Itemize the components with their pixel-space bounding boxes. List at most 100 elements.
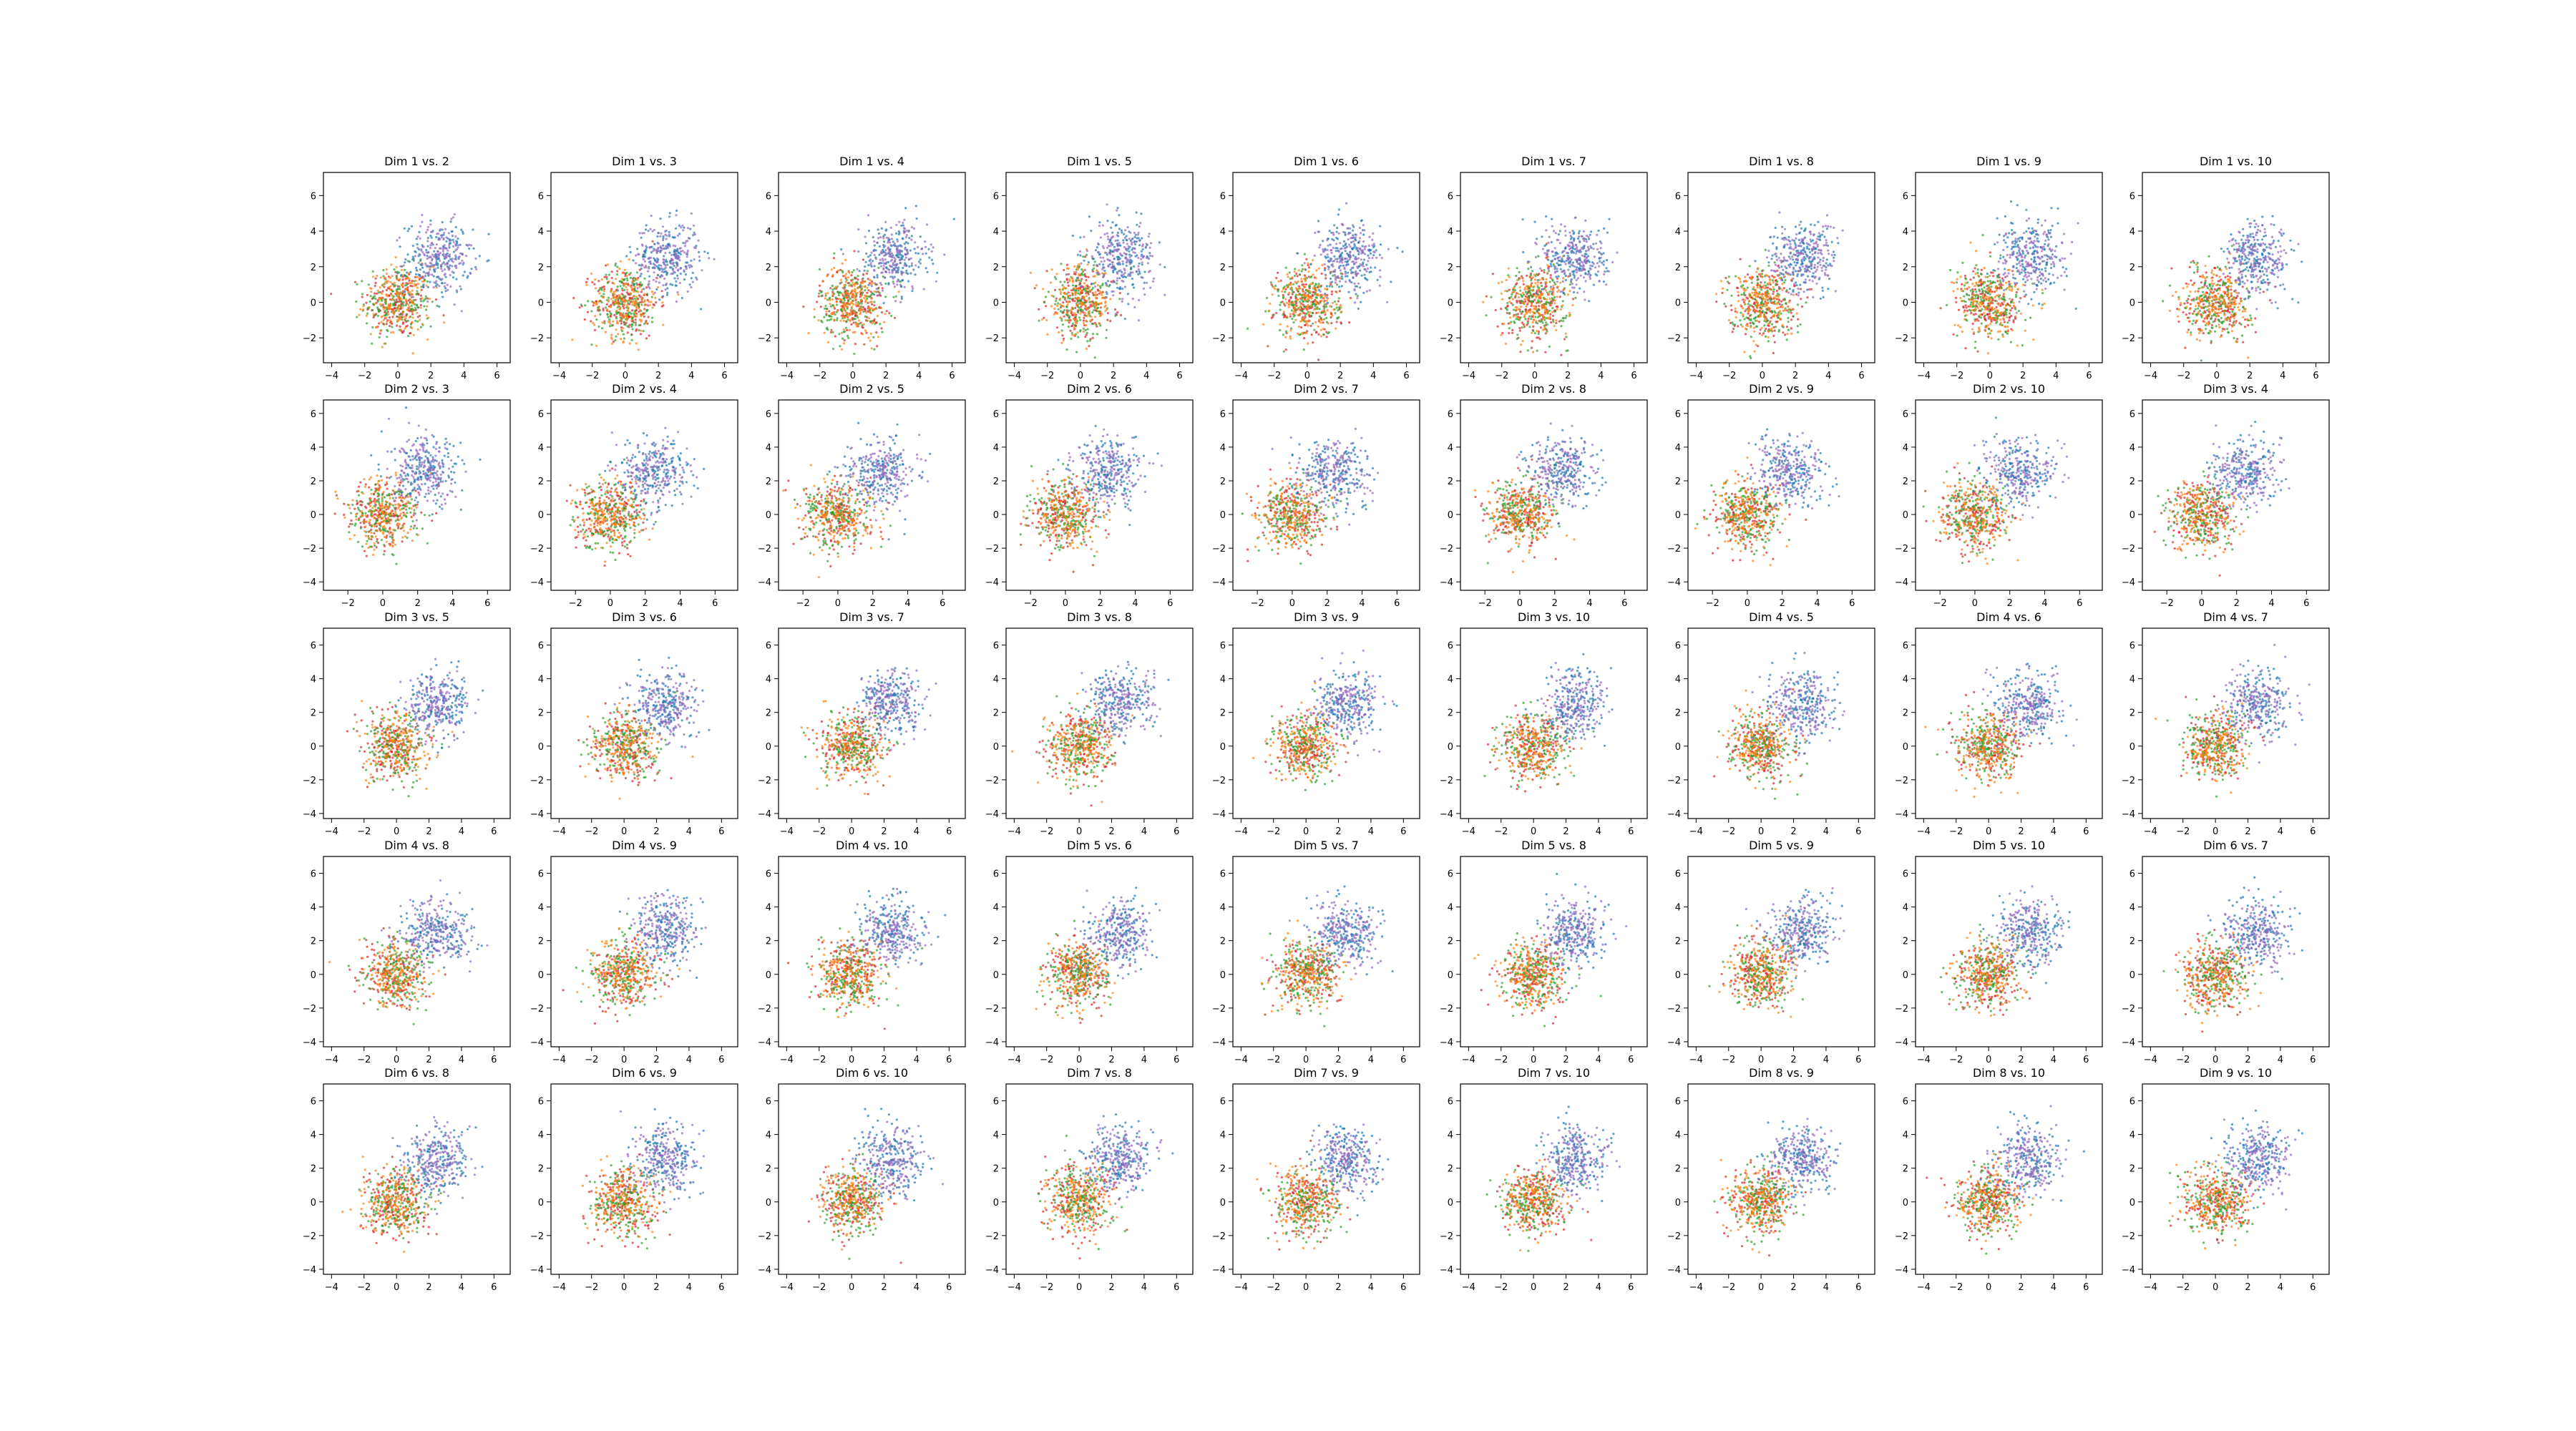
scatter-point [1537,330,1541,333]
scatter-point [643,260,647,263]
scatter-point [893,316,897,319]
scatter-point [395,265,398,268]
y-tick-label: 2 [766,263,771,273]
scatter-point [426,240,429,243]
scatter-point [1064,319,1067,322]
scatter-point [1596,274,1599,277]
scatter-point [1080,278,1083,280]
scatter-point [658,264,660,267]
scatter-point [694,247,697,250]
scatter-point [646,322,649,325]
scatter-point [1572,233,1575,235]
subplot-title: Dim 1 vs. 7 [1521,155,1586,168]
scatter-point [691,280,694,283]
scatter-point [1053,313,1055,316]
scatter-point [375,326,378,328]
scatter-point [406,313,409,316]
scatter-point [647,316,650,318]
scatter-point [851,289,854,292]
scatter-point [414,255,416,258]
scatter-point [628,258,630,261]
scatter-point [904,240,908,243]
scatter-point [452,240,455,244]
scatter-point [1529,276,1532,279]
scatter-point [1396,246,1399,250]
scatter-point [645,293,649,296]
scatter-point [1350,237,1352,240]
scatter-point [1106,235,1109,238]
scatter-point [1059,280,1062,283]
scatter-point [410,225,414,228]
scatter-point [1537,332,1540,336]
scatter-point [1083,301,1086,303]
scatter-point [888,312,891,315]
scatter-point [1065,311,1069,315]
scatter-point [400,273,403,276]
scatter-point [389,325,391,328]
scatter-point [683,278,686,281]
scatter-point [1148,270,1151,273]
subplot-title: Dim 1 vs. 4 [839,155,904,168]
scatter-point [1091,255,1093,258]
scatter-point [666,291,669,294]
scatter-point [1294,268,1297,270]
scatter-point [1319,243,1322,246]
scatter-point [440,291,444,294]
scatter-point [586,311,590,313]
scatter-point [1345,202,1348,205]
scatter-point [1298,287,1301,290]
scatter-point [1294,318,1297,321]
scatter-point [884,296,887,298]
scatter-point [419,326,423,328]
scatter-point [1322,308,1325,311]
scatter-point [687,237,691,240]
scatter-point [1545,281,1548,284]
scatter-point [1038,319,1040,322]
scatter-point [1512,315,1515,318]
scatter-point [685,268,688,270]
scatter-point [1115,223,1118,226]
scatter-point [619,338,623,341]
scatter-point [1138,298,1141,302]
scatter-point [647,257,650,260]
scatter-point [401,294,404,297]
scatter-point [859,311,862,314]
scatter-point [1082,319,1085,322]
scatter-point [909,272,912,275]
scatter-point [628,342,631,345]
scatter-point [1127,274,1130,277]
scatter-point [910,264,913,267]
scatter-point [1299,303,1302,306]
scatter-point [1330,316,1332,319]
scatter-point [882,259,884,262]
scatter-point [1099,314,1102,317]
scatter-point [686,249,690,253]
scatter-point [615,273,619,276]
scatter-point [1314,293,1317,296]
scatter-point [441,250,444,253]
scatter-point [635,306,638,309]
scatter-point [1360,301,1362,303]
scatter-point [847,318,849,321]
scatter-point [416,290,419,293]
scatter-point [1323,268,1327,272]
scatter-point [1362,265,1365,268]
scatter-point [1277,271,1279,274]
scatter-point [587,300,590,303]
scatter-point [383,285,386,288]
scatter-point [1562,320,1565,323]
scatter-point [833,311,836,313]
scatter-point [1309,263,1312,266]
scatter-point [1519,351,1522,353]
scatter-point [420,249,423,252]
scatter-point [397,309,401,313]
scatter-point [414,279,417,282]
scatter-point [884,313,887,316]
scatter-point [1090,230,1093,233]
scatter-point [1124,229,1127,232]
scatter-point [1119,288,1122,290]
scatter-point [828,318,831,321]
x-tick-label: 2 [655,371,661,381]
scatter-point [1078,316,1081,319]
scatter-point [884,251,887,254]
